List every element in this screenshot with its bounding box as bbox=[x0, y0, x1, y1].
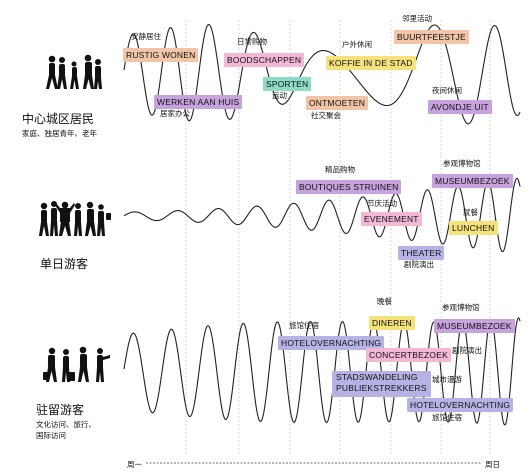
wave-residents bbox=[123, 24, 521, 125]
tag-boodschappen: BOODSCHAPPEN bbox=[224, 53, 305, 67]
gridlines bbox=[185, 20, 491, 455]
tag-cn-theater-daytrip: 剧院演出 bbox=[404, 260, 434, 269]
tag-cn-festival: 节庆活动 bbox=[367, 199, 397, 208]
tag-cn-hotel-stay-2: 旅馆住宿 bbox=[432, 413, 462, 422]
tag-cn-home-office: 居家办公 bbox=[160, 109, 190, 118]
tag-cn-neighborhood-event: 邻里活动 bbox=[402, 14, 432, 23]
tag-museumbezoek-daytrip: MUSEUMBEZOEK bbox=[432, 174, 513, 188]
tag-museumbezoek-overnight: MUSEUMBEZOEK bbox=[434, 319, 515, 333]
tag-ontmoeten: ONTMOETEN bbox=[306, 96, 369, 110]
tag-sporten: SPORTEN bbox=[263, 77, 312, 91]
overnight-subtitle: 文化访问、旅行、 国际访问 bbox=[36, 420, 96, 440]
overnight-title: 驻留游客 bbox=[36, 403, 85, 417]
tag-rustig-wonen: RUSTIG WONEN bbox=[123, 48, 199, 62]
tag-cn-museum-daytrip: 参观博物馆 bbox=[443, 159, 481, 168]
tag-cn-sports: 运动 bbox=[272, 91, 287, 100]
daytrippers-people-icon bbox=[39, 201, 111, 236]
tag-avondje-uit: AVONDJE UIT bbox=[428, 100, 492, 114]
tag-cn-hotel-stay: 旅馆住宿 bbox=[289, 321, 319, 330]
tag-cn-daily-shopping: 日常购物 bbox=[237, 37, 267, 46]
tag-cn-city-walk: 城市漫游 bbox=[432, 375, 462, 384]
residents-people-icon bbox=[46, 54, 102, 89]
tag-hoteloveRnachting-1: HOTELOVERNACHTING bbox=[278, 336, 385, 350]
wave-overnight bbox=[123, 317, 521, 426]
residents-subtitle: 家庭、独居青年、老年 bbox=[22, 129, 97, 138]
tag-cn-theater-overnight: 剧院演出 bbox=[452, 346, 482, 355]
wave-daytrippers bbox=[123, 177, 521, 253]
tag-concertbezoek: CONCERTBEZOEK bbox=[366, 348, 451, 362]
daytrippers-title: 单日游客 bbox=[40, 257, 89, 271]
tag-evenement: EVENEMENT bbox=[361, 212, 422, 226]
tag-cn-boutique-shopping: 精品购物 bbox=[325, 165, 355, 174]
tag-buurtfeestje: BUURTFEESTJE bbox=[394, 30, 469, 44]
tag-cn-night-leisure: 夜间休闲 bbox=[432, 86, 462, 95]
tag-boutiques-struinen: BOUTIQUES STRUINEN bbox=[296, 180, 402, 194]
tag-cn-outdoor-leisure: 户外休闲 bbox=[342, 40, 372, 49]
tag-stadswandeling: STADSWANDELING PUBLIEKSTREKKERS bbox=[332, 371, 431, 397]
tag-koffie-in-de-stad: KOFFIE IN DE STAD bbox=[326, 56, 416, 70]
tag-werken-aan-huis: WERKEN AAN HUIS bbox=[154, 95, 243, 109]
tag-hoteloveRnachting-2: HOTELOVERNACHTING bbox=[407, 398, 514, 412]
residents-title: 中心城区居民 bbox=[22, 112, 95, 126]
overnight-people-icon bbox=[43, 346, 110, 382]
tag-cn-lunch: 就餐 bbox=[463, 208, 478, 217]
tag-lunchen: LUNCHEN bbox=[449, 221, 498, 235]
tag-dineren: DINEREN bbox=[369, 316, 415, 330]
axis-start-label: 周一 bbox=[127, 460, 142, 469]
tag-cn-social-gathering: 社交聚会 bbox=[311, 111, 341, 120]
tag-cn-quiet-living: 安静居住 bbox=[131, 32, 161, 41]
tag-theater-daytrip: THEATER bbox=[398, 246, 445, 260]
tag-cn-museum-overnight: 参观博物馆 bbox=[442, 303, 480, 312]
tag-cn-dinner: 晚餐 bbox=[377, 297, 392, 306]
axis-end-label: 周日 bbox=[485, 460, 500, 469]
